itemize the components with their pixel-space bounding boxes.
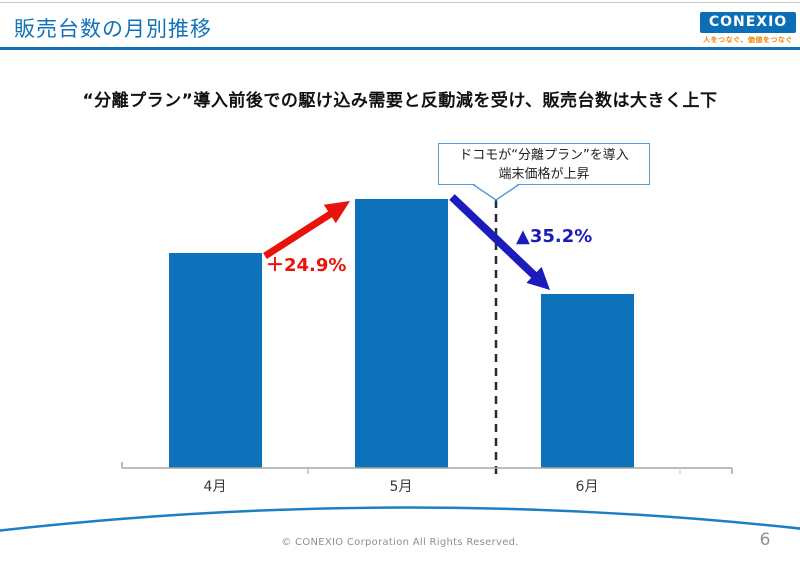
decrease-arrow-head <box>526 266 550 290</box>
bottom-curve <box>0 506 800 532</box>
x-axis-label-4月: 4月 <box>203 479 227 495</box>
callout-line1: ドコモが“分離プラン”を導入 <box>459 148 629 163</box>
page-number: 6 <box>759 530 771 550</box>
bar-5月 <box>354 199 448 468</box>
bar-6月 <box>540 294 634 468</box>
conexio-logo-mark: CONEXIO <box>700 12 796 33</box>
headline-text: “分離プラン”導入前後での駆け込み需要と反動減を受け、販売台数は大きく上下 <box>82 91 718 111</box>
increase-label: ＋24.9% <box>266 255 347 276</box>
x-axis-label-6月: 6月 <box>575 479 599 495</box>
copyright-text: © CONEXIO Corporation All Rights Reserve… <box>281 537 519 548</box>
callout-pointer-outline <box>472 183 520 201</box>
callout-pointer <box>473 183 519 200</box>
top-divider <box>0 2 800 3</box>
callout-box: ドコモが“分離プラン”を導入 端末価格が上昇 <box>438 143 650 185</box>
title-underline <box>0 47 800 50</box>
x-axis-label-5月: 5月 <box>389 479 413 495</box>
conexio-logo-tagline: 人をつなぐ、価値をつなぐ <box>703 36 793 44</box>
conexio-logo: CONEXIO 人をつなぐ、価値をつなぐ <box>700 12 796 45</box>
page-title: 販売台数の月別推移 <box>14 17 212 41</box>
callout-line2: 端末価格が上昇 <box>498 167 590 182</box>
increase-arrow <box>263 210 334 259</box>
decrease-label: ▲35.2% <box>516 226 593 247</box>
bar-4月 <box>168 253 262 468</box>
increase-arrow-head <box>323 201 350 224</box>
